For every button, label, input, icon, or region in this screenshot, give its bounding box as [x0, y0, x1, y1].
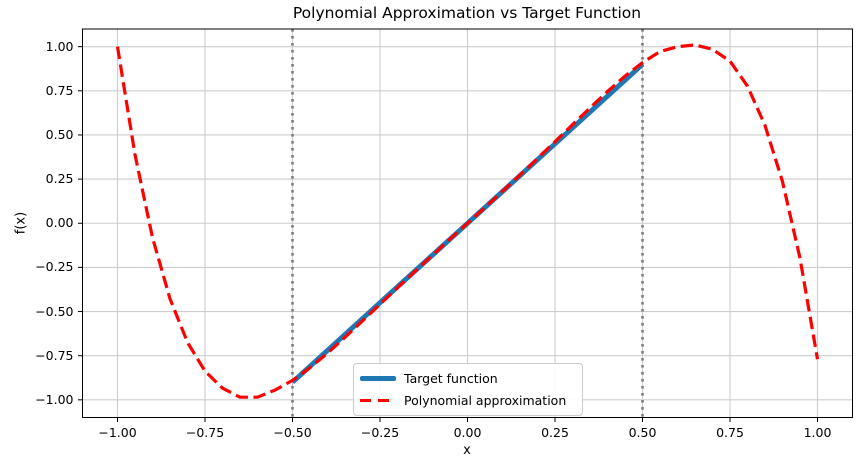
legend-item: Polynomial approximation — [360, 391, 566, 410]
x-tick-label: −0.25 — [360, 424, 400, 440]
x-tick-label: 0.50 — [628, 424, 657, 440]
y-tick-label: 0.50 — [45, 126, 74, 142]
x-tick-label: 0.00 — [453, 424, 482, 440]
x-tick-label: 0.75 — [716, 424, 744, 440]
x-tick-label: −1.00 — [98, 424, 137, 440]
y-tick-label: 0.75 — [45, 82, 74, 98]
y-tick-label: 1.00 — [45, 38, 74, 54]
solid-line-swatch-icon — [360, 376, 396, 381]
y-tick-label: 0.25 — [45, 171, 74, 187]
y-tick-label: −0.75 — [35, 347, 74, 363]
legend-label: Target function — [404, 371, 498, 386]
x-tick-label: 0.25 — [541, 424, 569, 440]
y-tick-label: −1.00 — [35, 391, 74, 407]
y-axis-label: f(x) — [13, 211, 29, 235]
legend-label: Polynomial approximation — [404, 393, 567, 408]
x-tick-label: −0.75 — [185, 424, 225, 440]
y-tick-label: 0.00 — [45, 215, 74, 231]
series-polynomial-approximation — [115, 43, 820, 399]
x-tick-label: 1.00 — [803, 424, 832, 440]
x-axis-label: x — [463, 443, 471, 458]
y-tick-label: −0.25 — [35, 259, 74, 275]
x-tick-label: −0.50 — [273, 424, 312, 440]
y-tick-label: −0.50 — [35, 303, 74, 319]
chart-title: Polynomial Approximation vs Target Funct… — [292, 4, 642, 22]
axes-border — [82, 28, 853, 418]
legend: Target function Polynomial approximation — [353, 363, 584, 416]
dashed-line-swatch-icon — [360, 399, 396, 402]
legend-item: Target function — [360, 369, 566, 388]
